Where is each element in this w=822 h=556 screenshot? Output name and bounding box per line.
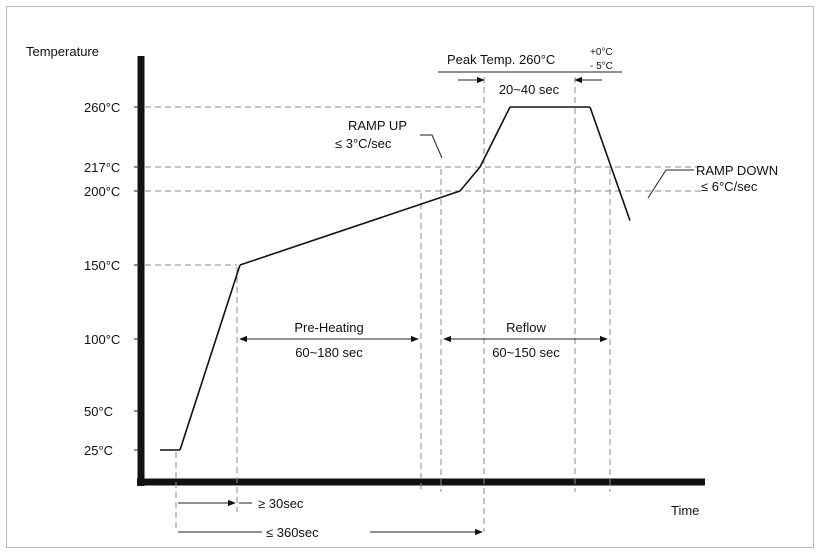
y-tick-260: 260°C — [84, 100, 120, 115]
y-tick-150: 150°C — [84, 258, 120, 273]
peak-tol-plus: +0°C — [590, 47, 613, 58]
reflow-title: Reflow — [506, 320, 546, 335]
profile-segment — [239, 190, 461, 266]
profile-segment — [179, 264, 241, 451]
y-tick-25: 25°C — [84, 443, 113, 458]
y-tick-100: 100°C — [84, 332, 120, 347]
peak-tol-minus: - 5°C — [590, 61, 613, 72]
y-tick-217: 217°C — [84, 160, 120, 175]
profile-segment — [589, 106, 631, 221]
ramp-up-title: RAMP UP — [348, 118, 407, 133]
x-axis-label: Time — [671, 503, 699, 518]
reflow-duration: 60~150 sec — [492, 345, 560, 360]
series-layer — [160, 106, 631, 451]
preheat-title: Pre-Heating — [294, 320, 363, 335]
ramp-down-leader — [647, 169, 694, 199]
min-time-label: ≥ 30sec — [258, 496, 304, 511]
max-time-label: ≤ 360sec — [266, 525, 319, 540]
y-tick-50: 50°C — [84, 404, 113, 419]
y-axis-label: Temperature — [26, 44, 99, 59]
ramp-down-title: RAMP DOWN — [696, 163, 778, 178]
ramp-up-leader — [420, 134, 443, 159]
y-tick-200: 200°C — [84, 184, 120, 199]
profile-segment — [479, 106, 511, 168]
peak-duration-label: 20~40 sec — [499, 82, 560, 97]
peak-temp-label: Peak Temp. 260°C — [447, 52, 555, 67]
ramp-up-rate: ≤ 3°C/sec — [335, 136, 392, 151]
preheat-duration: 60~180 sec — [295, 345, 363, 360]
ramp-down-rate: ≤ 6°C/sec — [701, 179, 758, 194]
profile-segment — [459, 166, 481, 192]
